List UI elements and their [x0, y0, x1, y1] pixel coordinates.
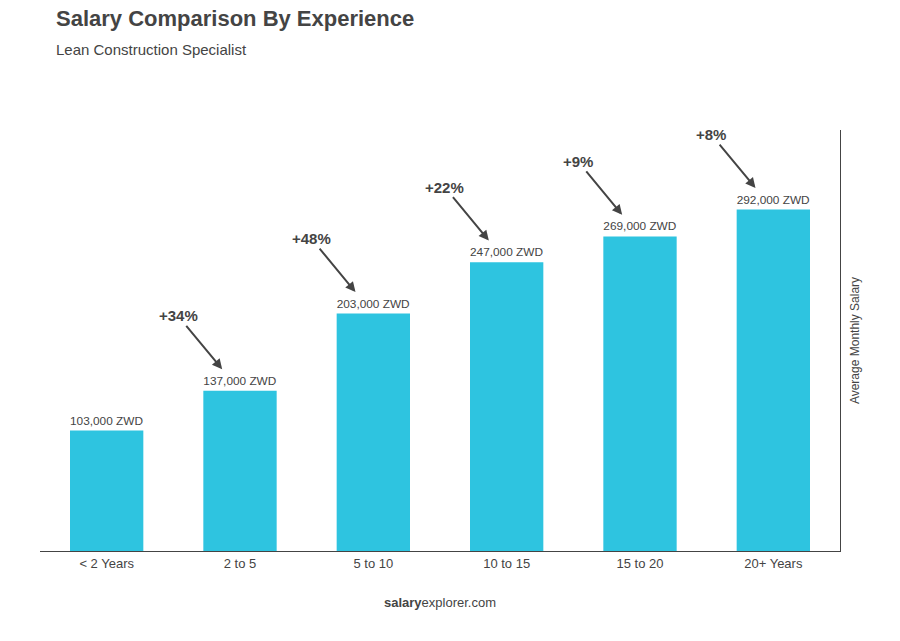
svg-text:Average Monthly Salary: Average Monthly Salary [848, 277, 862, 404]
svg-text:103,000 ZWD: 103,000 ZWD [70, 414, 143, 428]
svg-text:15 to 20: 15 to 20 [617, 556, 664, 571]
svg-text:+22%: +22% [425, 179, 464, 196]
svg-text:2 to 5: 2 to 5 [224, 556, 257, 571]
svg-text:+34%: +34% [159, 307, 198, 324]
svg-text:Salary Comparison By Experienc: Salary Comparison By ExperienceLean Cons… [56, 6, 414, 58]
svg-text:20+ Years: 20+ Years [744, 556, 803, 571]
svg-text:< 2 Years: < 2 Years [79, 556, 134, 571]
svg-text:5 to 10: 5 to 10 [353, 556, 393, 571]
svg-text:+9%: +9% [563, 153, 593, 170]
svg-text:10 to 15: 10 to 15 [483, 556, 530, 571]
svg-text:247,000 ZWD: 247,000 ZWD [470, 245, 543, 259]
svg-text:203,000 ZWD: 203,000 ZWD [337, 297, 410, 311]
svg-text:292,000 ZWD: 292,000 ZWD [737, 193, 810, 207]
svg-text:salaryexplorer.com: salaryexplorer.com [384, 595, 496, 610]
svg-text:+48%: +48% [292, 230, 331, 247]
svg-text:+8%: +8% [696, 126, 726, 143]
svg-text:137,000 ZWD: 137,000 ZWD [203, 374, 276, 388]
svg-text:269,000 ZWD: 269,000 ZWD [603, 219, 676, 233]
